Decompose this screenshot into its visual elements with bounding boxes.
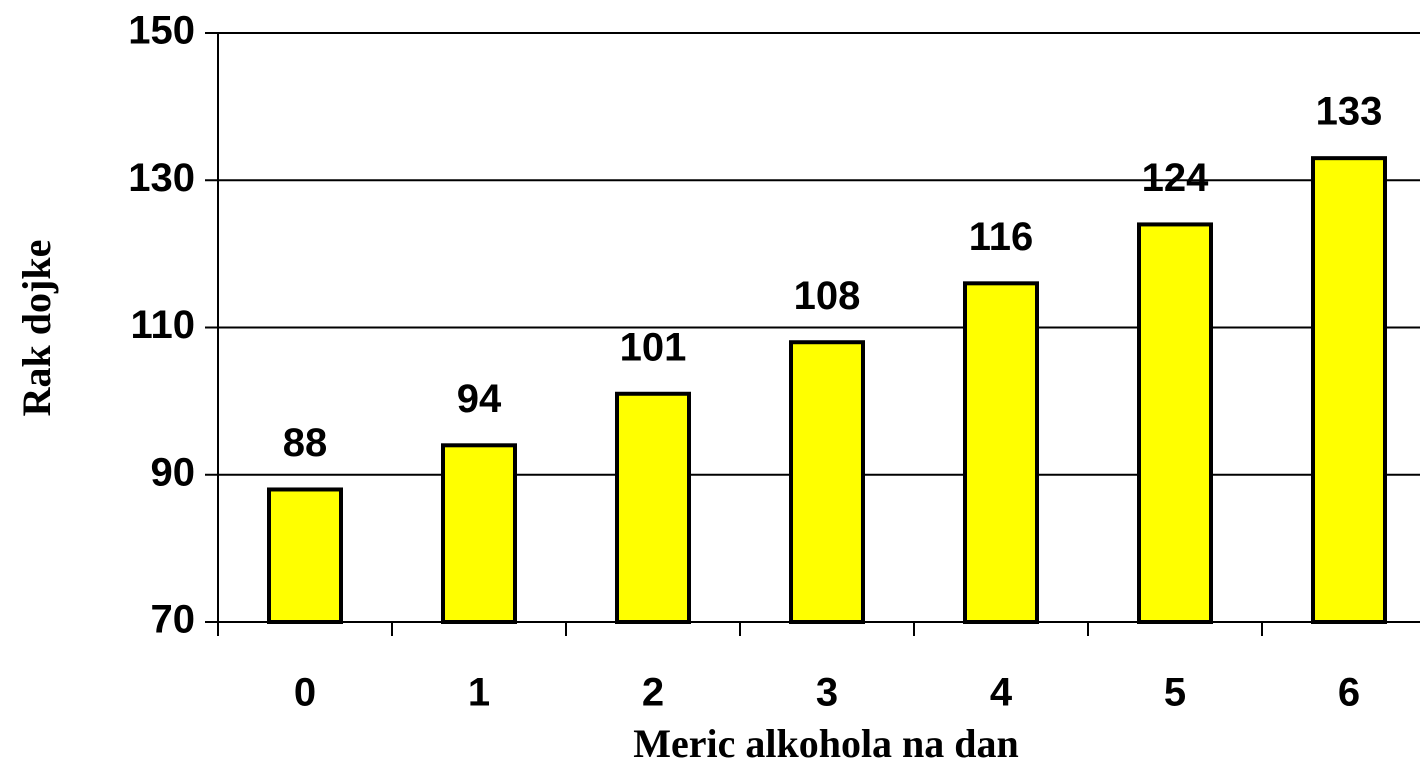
bar	[1311, 156, 1387, 624]
data-label: 133	[1316, 90, 1383, 134]
y-tick-label: 70	[151, 598, 196, 642]
x-tick-label: 5	[1164, 671, 1186, 715]
bar	[615, 391, 691, 625]
x-tick-label: 3	[816, 671, 838, 715]
y-tick-label: 130	[128, 156, 195, 200]
bar	[1137, 222, 1213, 625]
x-axis-title: Meric alkohola na dan	[633, 721, 1019, 766]
data-label: 124	[1142, 156, 1209, 200]
data-label: 88	[283, 421, 328, 465]
y-tick-label: 110	[130, 303, 195, 347]
bar	[267, 487, 343, 624]
x-tick-label: 0	[294, 671, 316, 715]
bar	[789, 340, 865, 624]
y-tick-label: 150	[128, 9, 195, 53]
y-tick-label: 90	[151, 450, 196, 494]
x-tick-label: 2	[642, 671, 664, 715]
data-label: 101	[620, 325, 687, 369]
data-label: 94	[457, 377, 502, 421]
x-tick-label: 1	[468, 671, 490, 715]
x-tick-label: 6	[1338, 671, 1360, 715]
bar	[963, 281, 1039, 624]
y-axis-title: Rak dojke	[14, 240, 59, 417]
bar	[441, 443, 517, 624]
x-tick-label: 4	[990, 671, 1013, 715]
data-label: 116	[969, 215, 1034, 259]
data-label: 108	[794, 274, 861, 318]
